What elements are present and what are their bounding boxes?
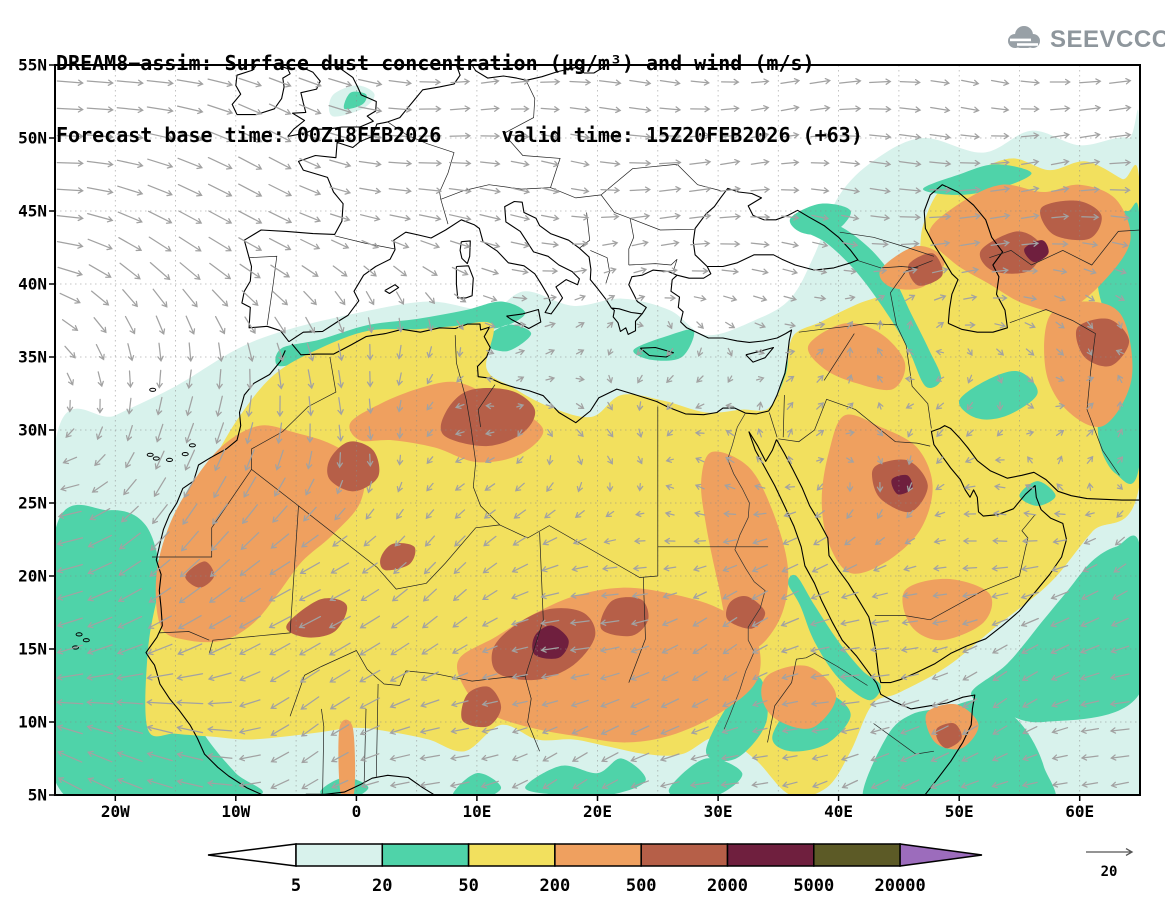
y-tick-label: 55N	[18, 56, 47, 75]
wind-reference: 20	[1086, 848, 1134, 880]
grid-lines	[55, 65, 1140, 795]
colorbar-label: 200	[540, 876, 571, 896]
x-tick-label: 10E	[462, 802, 491, 821]
colorbar-label: 50	[458, 876, 478, 896]
y-tick-label: 15N	[18, 640, 47, 659]
x-tick-label: 20W	[101, 802, 130, 821]
colorbar-label: 20000	[875, 876, 926, 896]
y-tick-label: 40N	[18, 275, 47, 294]
chart-title: DREAM8−assim: Surface dust concentration…	[56, 51, 815, 75]
x-tick-label: 20E	[583, 802, 612, 821]
colorbar-segment	[381, 843, 470, 867]
x-tick-label: 40E	[824, 802, 853, 821]
colorbar-label: 20	[372, 876, 392, 896]
colorbar-segment	[813, 843, 901, 867]
y-tick-label: 20N	[18, 567, 47, 586]
small-islands	[72, 387, 196, 650]
cloud-icon	[1004, 24, 1044, 56]
y-tick-label: 50N	[18, 129, 47, 148]
axis-tick-marks	[49, 64, 1081, 801]
x-tick-label: 0	[352, 802, 362, 821]
colorbar-segment	[726, 843, 815, 867]
y-axis-labels: 5N 10N 15N 20N 25N 30N 35N 40N 45N 50N 55N	[18, 56, 47, 805]
y-tick-label: 25N	[18, 494, 47, 513]
wind-reference-arrow	[1086, 848, 1134, 856]
logo-text: SEEVCCC	[1050, 26, 1165, 53]
colorbar-label: 500	[626, 876, 657, 896]
x-tick-label: 60E	[1065, 802, 1094, 821]
seevccc-logo: SEEVCCC	[1004, 24, 1165, 56]
x-tick-label: 30E	[704, 802, 733, 821]
country-borders	[152, 80, 1140, 794]
y-tick-label: 35N	[18, 348, 47, 367]
y-tick-label: 10N	[18, 713, 47, 732]
colorbar-segment	[640, 843, 729, 867]
colorbar-segment	[295, 843, 384, 867]
wind-reference-label: 20	[1101, 864, 1118, 880]
colorbar-label: 2000	[707, 876, 748, 896]
colorbar-segment	[554, 843, 642, 867]
chart-subtitle: Forecast base time: 00Z18FEB2026 valid t…	[56, 123, 863, 147]
colorbar-label: 5	[291, 876, 301, 896]
x-tick-label: 50E	[945, 802, 974, 821]
y-tick-label: 5N	[28, 786, 47, 805]
colorbar-segment	[467, 843, 556, 867]
x-tick-label: 10W	[221, 802, 250, 821]
wind-arrows	[56, 77, 1132, 791]
colorbar: 5 20 50 200 500 2000 5000 20000	[207, 843, 983, 896]
nile-river-line	[723, 412, 766, 730]
x-axis-labels: 20W 10W 0 10E 20E 30E 40E 50E 60E	[101, 802, 1094, 821]
colorbar-over-arrow	[899, 843, 983, 867]
chart-title-block: DREAM8−assim: Surface dust concentration…	[56, 3, 863, 195]
y-tick-label: 45N	[18, 202, 47, 221]
colorbar-label: 5000	[793, 876, 834, 896]
y-tick-label: 30N	[18, 421, 47, 440]
colorbar-under-arrow	[207, 843, 297, 867]
